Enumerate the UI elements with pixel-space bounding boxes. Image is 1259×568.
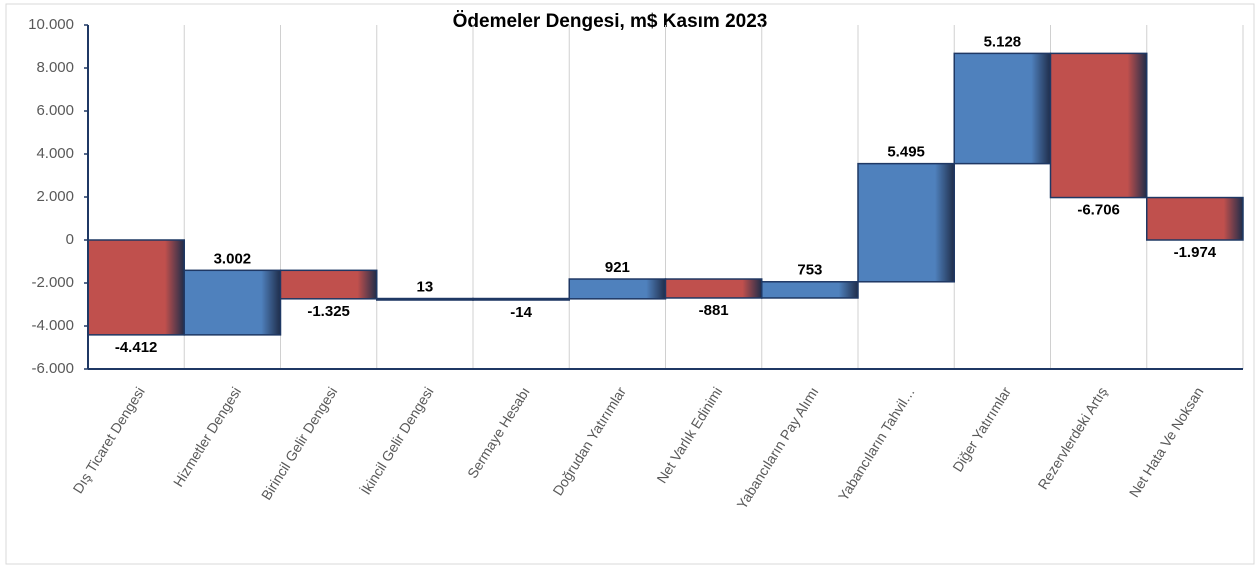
y-tick-label: -2.000 [31,274,74,291]
y-tick-label: 6.000 [36,102,74,119]
bar [1146,196,1244,241]
bar [857,162,955,283]
bar [953,52,1052,165]
value-label: -1.325 [307,303,350,320]
y-tick-label: 8.000 [36,59,74,76]
bar [664,278,763,299]
value-label: 5.495 [887,144,925,161]
value-label: 5.128 [984,33,1022,50]
value-label: -1.974 [1174,244,1217,261]
value-label: -14 [510,304,532,321]
value-label: 921 [605,259,630,276]
bar [472,297,570,301]
y-tick-label: -4.000 [31,317,74,334]
y-tick-label: 10.000 [28,16,74,33]
y-tick-label: 2.000 [36,188,74,205]
bar [376,297,474,301]
value-label: 753 [797,262,822,279]
chart-title: Ödemeler Dengesi, m$ Kasım 2023 [453,11,768,32]
value-label: -4.412 [115,339,158,356]
bar [279,269,378,300]
bar [87,239,185,336]
bar [183,269,282,336]
y-tick-label: 4.000 [36,145,74,162]
y-tick-label: 0 [66,231,74,248]
bar [1049,52,1148,199]
value-label: -881 [699,302,729,319]
bar [761,281,859,299]
bar [568,278,667,300]
value-label: -6.706 [1077,202,1120,219]
y-tick-label: -6.000 [31,360,74,377]
value-label: 3.002 [214,250,252,267]
value-label: 13 [417,278,434,295]
